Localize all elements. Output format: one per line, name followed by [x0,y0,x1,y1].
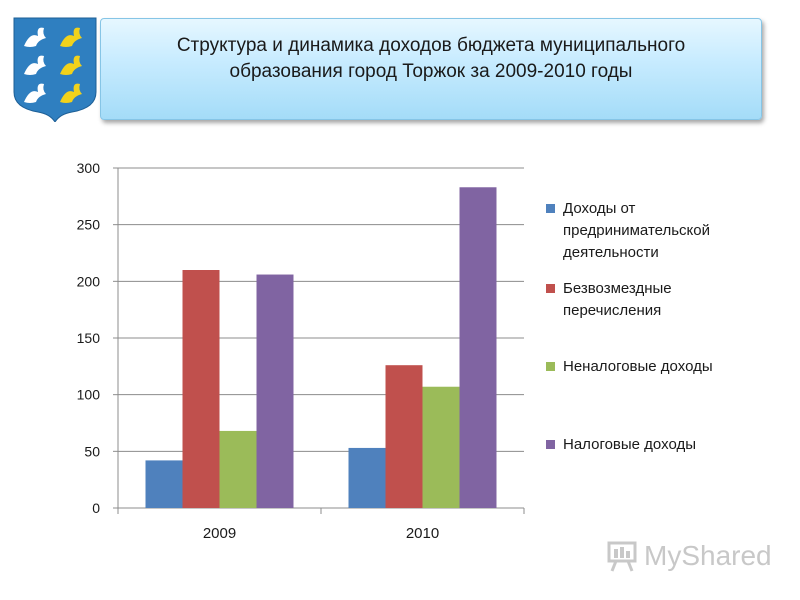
y-tick-label: 0 [92,500,100,516]
bar-4-2010 [459,187,497,508]
coat-of-arms-emblem [12,16,98,123]
y-tick-label: 100 [77,387,101,403]
legend-item: Налоговые доходы [546,434,763,456]
legend-label: Налоговые доходы [563,436,696,453]
y-tick-label: 300 [77,160,101,176]
bar-2-2010 [385,365,423,508]
legend-swatch [546,362,555,371]
y-tick-label: 50 [84,443,100,459]
legend-item: Безвозмездные перечисления [546,278,763,322]
x-tick-label: 2010 [406,525,439,542]
y-tick-label: 150 [77,330,101,346]
bar-1-2010 [348,447,386,508]
x-tick-label: 2009 [203,525,236,542]
legend-item: Неналоговые доходы [546,356,763,378]
bar-2-2009 [182,270,220,508]
page-title: Структура и динамика доходов бюджета мун… [176,35,686,82]
y-tick-label: 250 [77,217,101,233]
legend-swatch [546,204,555,213]
legend-swatch [546,284,555,293]
bar-3-2009 [219,430,257,508]
bar-3-2010 [422,386,460,508]
title-banner: Структура и динамика доходов бюджета мун… [100,18,762,120]
legend-label: Безвозмездные перечисления [563,280,672,319]
watermark-text: MyShared [644,540,772,571]
presentation-board-icon [607,541,637,572]
legend-label: Неналоговые доходы [563,358,713,375]
bar-1-2009 [145,460,183,508]
legend-item: Доходы от предринимательской деятельност… [546,198,763,264]
legend-label: Доходы от предринимательской деятельност… [563,200,711,261]
bar-4-2009 [256,274,294,508]
legend-swatch [546,440,555,449]
watermark: MyShared [606,536,776,576]
y-tick-label: 200 [77,273,101,289]
